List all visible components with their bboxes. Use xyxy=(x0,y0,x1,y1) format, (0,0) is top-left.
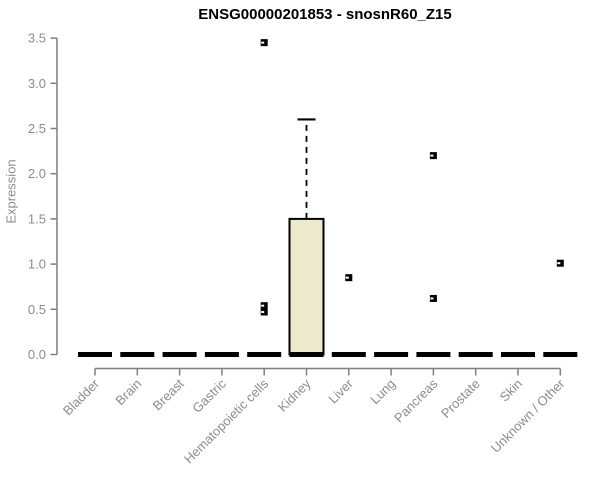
x-tick-label-gastric: Gastric xyxy=(189,376,229,416)
y-tick-label: 2.0 xyxy=(28,166,46,181)
outlier-point-notch-hematopoietic-cells xyxy=(261,311,265,314)
box-kidney xyxy=(288,217,325,356)
outlier-point-notch-liver xyxy=(345,276,349,279)
outlier-point-notch-pancreas xyxy=(430,154,434,157)
x-tick-label-lung: Lung xyxy=(367,376,398,407)
x-tick-label-breast: Breast xyxy=(150,376,187,413)
median-gastric xyxy=(204,352,239,357)
outlier-point-notch-hematopoietic-cells xyxy=(261,304,265,307)
x-tick-label-brain: Brain xyxy=(112,376,144,408)
median-brain xyxy=(120,352,155,357)
median-pancreas xyxy=(416,352,451,357)
median-breast xyxy=(162,352,197,357)
y-tick-label: 2.5 xyxy=(28,121,46,136)
x-tick-label-unknown-other: Unknown / Other xyxy=(488,376,568,456)
outlier-point-notch-unknown-other xyxy=(557,262,561,265)
x-tick-label-bladder: Bladder xyxy=(60,376,103,419)
x-tick-label-kidney: Kidney xyxy=(275,376,314,415)
x-tick-label-prostate: Prostate xyxy=(438,376,483,421)
y-tick-label: 3.0 xyxy=(28,76,46,91)
y-tick-label: 0.5 xyxy=(28,302,46,317)
chart-title: ENSG00000201853 - snosnR60_Z15 xyxy=(198,6,452,23)
median-kidney xyxy=(289,352,324,357)
median-unknown-other xyxy=(543,352,578,357)
y-tick-label: 3.5 xyxy=(28,31,46,46)
y-tick-label: 1.0 xyxy=(28,257,46,272)
y-tick-label: 1.5 xyxy=(28,211,46,226)
y-tick-label: 0.0 xyxy=(28,347,46,362)
outlier-point-notch-hematopoietic-cells xyxy=(261,41,265,44)
x-tick-label-pancreas: Pancreas xyxy=(391,376,441,426)
median-lung xyxy=(374,352,409,357)
outlier-point-notch-pancreas xyxy=(430,297,434,300)
median-prostate xyxy=(458,352,493,357)
median-skin xyxy=(501,352,535,357)
median-liver xyxy=(331,352,366,357)
x-tick-label-liver: Liver xyxy=(325,376,356,407)
median-hematopoietic-cells xyxy=(247,352,282,357)
median-bladder xyxy=(78,352,112,357)
x-tick-label-skin: Skin xyxy=(497,376,525,404)
